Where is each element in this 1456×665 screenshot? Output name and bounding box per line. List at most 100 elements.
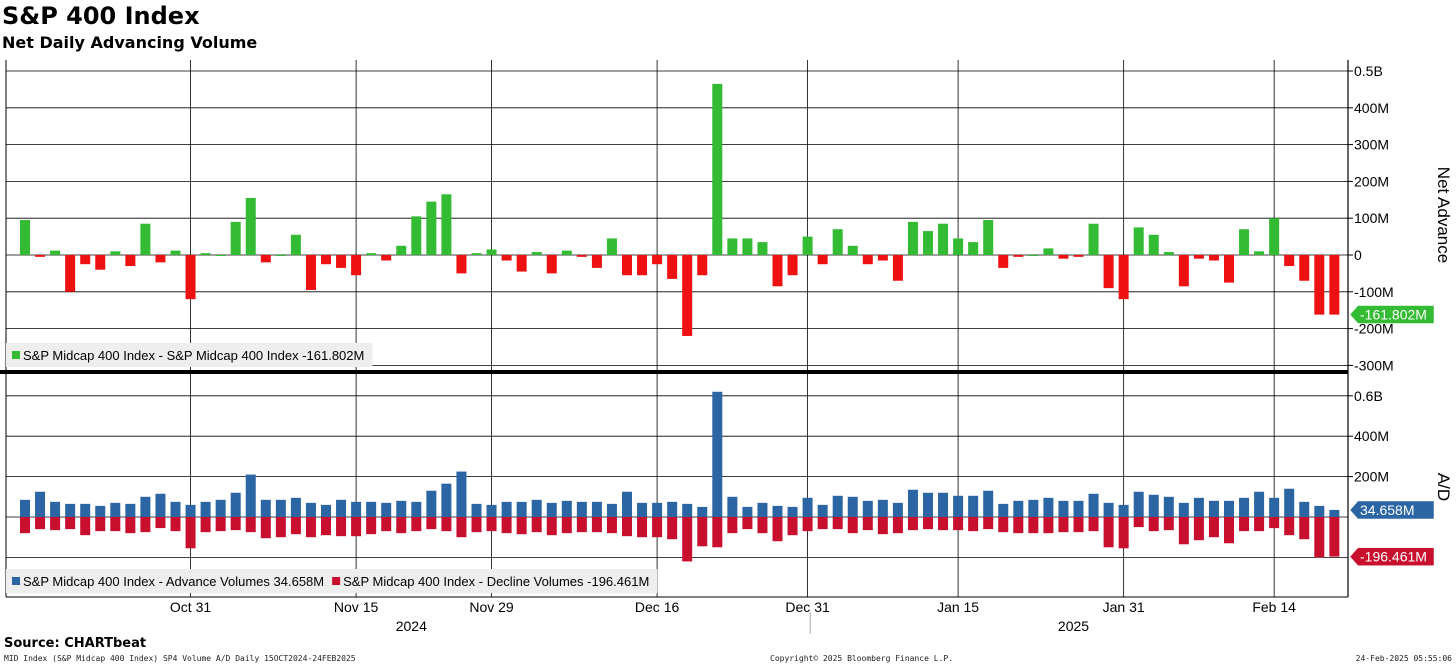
bar-decline-volume	[290, 517, 301, 535]
bar-advance-volume	[305, 502, 316, 517]
legend-label: S&P Midcap 400 Index - S&P Midcap 400 In…	[23, 348, 364, 363]
bar-advance-volume	[50, 501, 61, 517]
bar-net-advance	[546, 255, 557, 274]
bar-net-advance	[140, 223, 151, 255]
bar-net-advance	[381, 255, 392, 261]
bar-decline-volume	[832, 517, 843, 530]
bar-advance-volume	[441, 483, 452, 517]
bar-net-advance	[1224, 255, 1234, 283]
bar-decline-volume	[1269, 517, 1280, 529]
bar-advance-volume	[290, 497, 301, 517]
bar-advance-volume	[591, 501, 602, 517]
bar-decline-volume	[877, 517, 888, 535]
bar-advance-volume	[501, 501, 512, 517]
footer-timestamp: 24-Feb-2025 05:55:06	[1355, 654, 1452, 663]
bar-decline-volume	[742, 517, 753, 530]
bar-advance-volume	[953, 495, 964, 517]
bar-decline-volume	[50, 517, 61, 531]
bar-decline-volume	[185, 517, 196, 549]
bar-advance-volume	[80, 503, 91, 517]
bar-net-advance	[968, 242, 979, 255]
bar-advance-volume	[1269, 497, 1280, 517]
bar-advance-volume	[697, 506, 708, 517]
bar-net-advance	[1284, 255, 1295, 267]
bar-advance-volume	[847, 496, 858, 517]
bar-decline-volume	[757, 517, 768, 534]
bar-net-advance	[757, 242, 768, 255]
bar-advance-volume	[1013, 500, 1024, 517]
bar-net-advance	[426, 201, 437, 255]
bar-advance-volume	[1028, 499, 1039, 517]
bar-decline-volume	[892, 517, 903, 534]
bar-net-advance	[260, 255, 271, 263]
bar-advance-volume	[1284, 488, 1295, 517]
bar-advance-volume	[486, 504, 497, 517]
bar-advance-volume	[1148, 494, 1159, 517]
bar-net-advance	[215, 255, 226, 256]
bar-decline-volume	[125, 517, 136, 534]
bar-net-advance	[1254, 251, 1265, 255]
bar-net-advance	[321, 255, 331, 265]
y-tick-label-bottom: 200M	[1354, 469, 1389, 485]
bar-decline-volume	[1178, 517, 1189, 545]
bar-advance-volume	[772, 505, 783, 517]
bar-decline-volume	[907, 517, 918, 531]
bar-advance-volume	[471, 503, 482, 517]
y-tick-label-top: 200M	[1354, 173, 1389, 189]
legend-top-background	[6, 343, 373, 367]
bar-decline-volume	[1284, 517, 1295, 536]
bar-net-advance	[576, 255, 587, 257]
bar-advance-volume	[516, 501, 527, 517]
bar-advance-volume	[321, 504, 331, 517]
bar-decline-volume	[1193, 517, 1204, 541]
bar-advance-volume	[1314, 505, 1325, 517]
bar-decline-volume	[426, 517, 437, 530]
bar-decline-volume	[606, 517, 617, 534]
bar-decline-volume	[245, 517, 256, 533]
last-value-tag-decline: -196.461M	[1349, 547, 1435, 566]
bar-net-advance	[923, 231, 933, 255]
bar-net-advance	[290, 234, 301, 255]
bar-decline-volume	[968, 517, 979, 532]
bar-decline-volume	[637, 517, 648, 538]
bar-advance-volume	[968, 495, 979, 517]
bar-net-advance	[772, 255, 783, 287]
bar-advance-volume	[1193, 497, 1204, 517]
bar-net-advance	[561, 250, 572, 255]
panel-divider	[0, 370, 1348, 374]
legend-swatch	[12, 351, 20, 359]
bar-net-advance	[832, 229, 843, 255]
bar-advance-volume	[1058, 500, 1069, 517]
bar-decline-volume	[787, 517, 798, 536]
x-tick-label: Jan 15	[937, 599, 979, 615]
bar-net-advance	[396, 245, 407, 255]
bar-advance-volume	[155, 493, 166, 517]
bar-advance-volume	[275, 499, 286, 517]
bar-advance-volume	[622, 491, 632, 517]
bar-advance-volume	[411, 501, 422, 517]
bar-net-advance	[275, 255, 286, 256]
bar-decline-volume	[1224, 517, 1234, 544]
bar-net-advance	[847, 245, 858, 255]
bar-decline-volume	[1013, 517, 1024, 534]
bar-advance-volume	[260, 499, 271, 517]
bar-net-advance	[125, 255, 136, 267]
bar-advance-volume	[351, 501, 362, 517]
bar-advance-volume	[140, 496, 151, 517]
bar-net-advance	[441, 194, 452, 255]
bar-net-advance	[1208, 255, 1219, 261]
bar-advance-volume	[637, 502, 648, 517]
y-tick-label-bottom: 400M	[1354, 428, 1389, 444]
legend-bottom: S&P Midcap 400 Index - Advance Volumes 3…	[6, 569, 658, 593]
bar-decline-volume	[155, 517, 166, 529]
bar-net-advance	[1148, 234, 1159, 255]
bar-net-advance	[682, 255, 693, 336]
y-axis-title-top: Net Advance	[1434, 167, 1453, 263]
bar-advance-volume	[1163, 496, 1174, 517]
bar-decline-volume	[1043, 517, 1054, 534]
bar-advance-volume	[652, 502, 663, 517]
bar-net-advance	[983, 220, 994, 255]
bar-decline-volume	[35, 517, 46, 530]
x-tick-label: Nov 15	[334, 599, 379, 615]
axis-layer: Oct 31 Nov 15 Nov 29 Dec 16 Dec 31 Jan 15 Jan …	[170, 63, 1453, 634]
